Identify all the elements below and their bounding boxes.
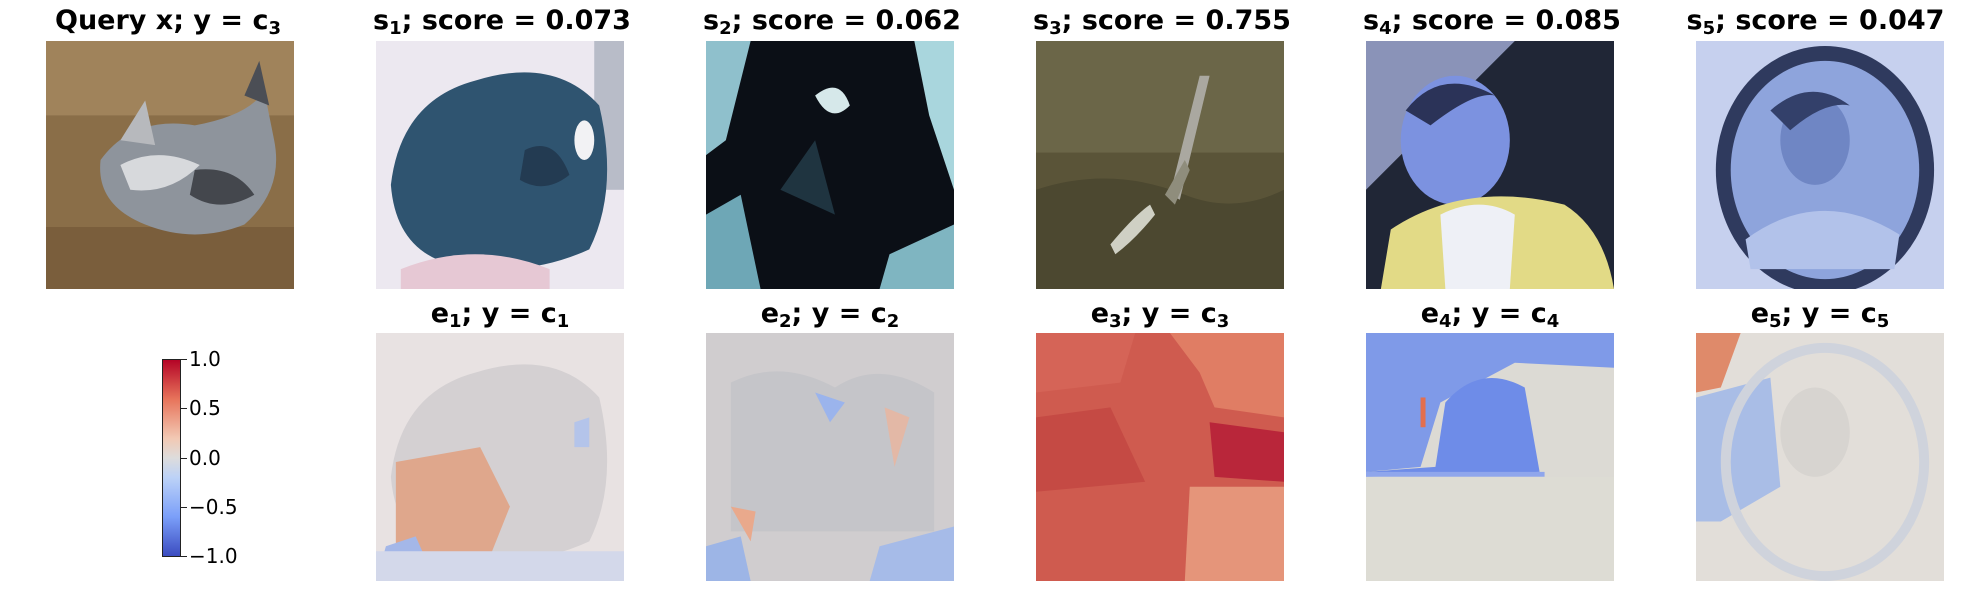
explanation-2-heatmap [706, 333, 954, 581]
explanation-4-title: e4; y = c4 [1366, 297, 1614, 331]
sample-4-sub: 4 [1379, 18, 1392, 39]
explanation-3-name: e [1090, 298, 1109, 329]
explanation-1-sub: 1 [449, 311, 462, 332]
explanation-2-label-sub: 2 [886, 311, 900, 332]
colorbar-tick [181, 458, 187, 459]
sample-2-name: s [703, 5, 720, 36]
explanation-4-label-sub: 4 [1546, 311, 1560, 332]
colorbar-tick-label: 0.5 [189, 396, 221, 420]
explanation-3-label: c [1200, 298, 1217, 329]
sample-2-sep: ; [731, 5, 752, 36]
explanation-1-label-sub: 1 [556, 311, 570, 332]
explanation-4-label: c [1530, 298, 1547, 329]
explanation-1-label: c [540, 298, 557, 329]
explanation-1-heatmap [376, 333, 624, 581]
explanation-4-sub: 4 [1439, 311, 1452, 332]
sample-2-image [706, 41, 954, 289]
explanation-3-sep: ; y = [1121, 298, 1201, 329]
sample-5-sub: 5 [1702, 18, 1716, 39]
explanation-5-sub: 5 [1769, 311, 1782, 332]
sample-3-title: s3; score = 0.755 [1012, 4, 1312, 38]
sample-4-title: s4; score = 0.085 [1342, 4, 1642, 38]
query-title: Query x; y = c3 [36, 4, 300, 38]
sample-4-score-label: score = [1411, 5, 1536, 36]
colorbar-tick-label: 1.0 [189, 347, 221, 371]
explanation-4-heatmap [1366, 333, 1614, 581]
sample-2-score-label: score = [751, 5, 876, 36]
sample-2-sub: 2 [719, 18, 732, 39]
sample-1-score: 0.073 [545, 5, 631, 36]
sample-4-image [1366, 41, 1614, 289]
colorbar-tick-label: −1.0 [189, 544, 238, 568]
sample-2-title: s2; score = 0.062 [682, 4, 982, 38]
explanation-2-sub: 2 [779, 311, 792, 332]
sample-1-title: s1; score = 0.073 [352, 4, 652, 38]
query-image [46, 41, 294, 289]
explanation-1-sep: ; y = [461, 298, 541, 329]
explanation-2-title: e2; y = c2 [706, 297, 954, 331]
query-label: c [252, 5, 269, 36]
sample-4-name: s [1363, 5, 1380, 36]
explanation-1-name: e [430, 298, 449, 329]
explanation-5-heatmap [1696, 333, 1944, 581]
explanation-3-sub: 3 [1109, 311, 1122, 332]
sample-3-sub: 3 [1049, 18, 1062, 39]
explanation-5-sep: ; y = [1781, 298, 1861, 329]
sample-3-name: s [1033, 5, 1050, 36]
sample-5-image [1696, 41, 1944, 289]
explanation-4-sep: ; y = [1451, 298, 1531, 329]
sample-1-name: s [373, 5, 390, 36]
colorbar-tick [181, 507, 187, 508]
sample-1-sub: 1 [389, 18, 402, 39]
explanation-3-heatmap [1036, 333, 1284, 581]
colorbar-tick-label: −0.5 [189, 495, 238, 519]
colorbar [162, 359, 181, 557]
sample-3-score: 0.755 [1205, 5, 1291, 36]
query-name: Query x [55, 5, 174, 36]
explanation-3-label-sub: 3 [1216, 311, 1230, 332]
explanation-4-name: e [1420, 298, 1439, 329]
explanation-1-title: e1; y = c1 [376, 297, 624, 331]
query-label-sub: 3 [268, 18, 281, 39]
sample-5-sep: ; [1715, 5, 1736, 36]
sample-5-score: 0.047 [1859, 5, 1945, 36]
sample-3-score-label: score = [1081, 5, 1206, 36]
sample-1-image [376, 41, 624, 289]
explanation-5-label: c [1860, 298, 1877, 329]
query-sep: ; y = [173, 5, 253, 36]
colorbar-tick-label: 0.0 [189, 446, 221, 470]
explanation-2-label: c [870, 298, 887, 329]
colorbar-tick [181, 556, 187, 557]
colorbar-tick [181, 408, 187, 409]
explanation-5-name: e [1750, 298, 1769, 329]
sample-3-sep: ; [1061, 5, 1082, 36]
sample-5-title: s5; score = 0.047 [1668, 4, 1963, 38]
sample-4-score: 0.085 [1535, 5, 1621, 36]
explanation-2-sep: ; y = [791, 298, 871, 329]
sample-3-image [1036, 41, 1284, 289]
sample-2-score: 0.062 [875, 5, 961, 36]
explanation-5-title: e5; y = c5 [1696, 297, 1944, 331]
explanation-5-label-sub: 5 [1876, 311, 1890, 332]
explanation-3-title: e3; y = c3 [1036, 297, 1284, 331]
explanation-2-name: e [760, 298, 779, 329]
sample-1-score-label: score = [421, 5, 546, 36]
sample-5-name: s [1686, 5, 1703, 36]
colorbar-tick [181, 359, 187, 360]
sample-1-sep: ; [401, 5, 422, 36]
sample-4-sep: ; [1391, 5, 1412, 36]
sample-5-score-label: score = [1735, 5, 1860, 36]
